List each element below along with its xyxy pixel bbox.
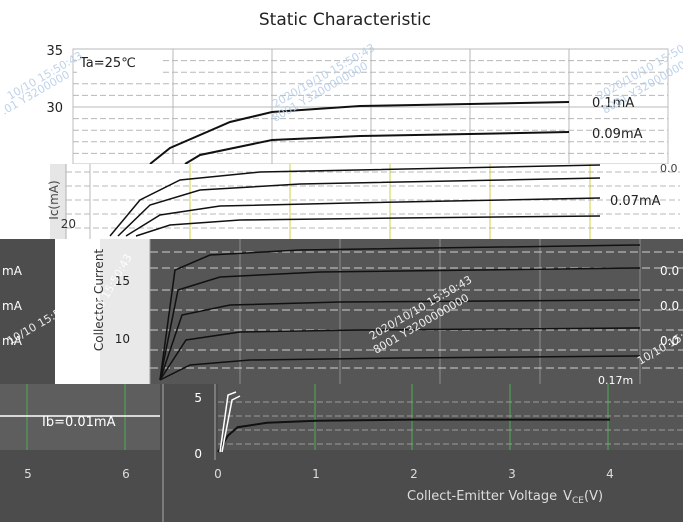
series-line [117,177,601,237]
x-tick-label: 2 [410,467,418,481]
series-line [135,215,601,237]
y-axis-label-top: Ic(mA) [47,180,61,219]
left-clip-label-2: mA [2,299,23,313]
y-axis-label-mid: Collector Current [92,249,106,352]
series-line [159,355,641,381]
series-label-0.07mA: 0.07mA [610,194,661,209]
series-line [159,327,641,381]
grid-bottom [26,384,683,450]
series-line [125,197,601,237]
curves-band-3 [159,244,641,381]
series-line-0.09mA [184,131,570,165]
series-line [159,267,641,381]
right-clip-label-4: 0.17m [598,374,633,387]
x-tick-label: 3 [508,467,516,481]
band2-right-clip: 0.0 [660,162,678,175]
series-label-0.09mA: 0.09mA [592,127,643,142]
x-tick-label: 0 [214,467,222,481]
strip-band-2 [50,164,680,239]
y-tick-label-30: 30 [46,101,63,116]
y-tick-label-5: 5 [194,391,202,405]
curves-band-2 [109,164,601,237]
x-tick-label-left-5: 5 [24,467,32,481]
y-tick-label-0: 0 [194,447,202,461]
y-tick-label-35: 35 [46,44,63,59]
ib-label: Ib=0.01mA [42,415,116,430]
left-clip-label-3: mA [2,334,23,348]
condition-label: Ta=25℃ [79,56,136,71]
right-clip-label-2: 0.0 [660,299,679,313]
series-line-fragment [221,395,241,453]
x-tick-label: 1 [312,467,320,481]
series-line-fragment [219,391,237,453]
chart-title: Static Characteristic [259,10,431,30]
x-tick-label: 4 [606,467,614,481]
series-line-0.1mA [149,101,570,165]
series-line-0.01mA [217,418,610,453]
grid-band-3 [150,239,683,384]
curves-bottom [0,391,610,453]
x-axis-label: Collect-Emitter Voltage VCE(V) [407,489,603,506]
series-line [109,164,601,237]
right-clip-label-3: 0.0 [660,334,679,348]
curves-top [149,101,570,165]
series-line [159,299,641,381]
x-tick-label-left-6: 6 [122,467,130,481]
y-tick-label-15: 15 [115,274,130,288]
series-label-0.1mA: 0.1mA [592,96,634,111]
right-clip-label-1: 0.0 [660,264,679,278]
series-line [159,244,641,381]
y-tick-label-20: 20 [61,217,76,231]
grid-top [73,48,668,166]
left-clip-label-1: mA [2,264,23,278]
x-tick-labels: 0 1 2 3 4 [214,467,614,481]
y-tick-label-10: 10 [115,332,130,346]
